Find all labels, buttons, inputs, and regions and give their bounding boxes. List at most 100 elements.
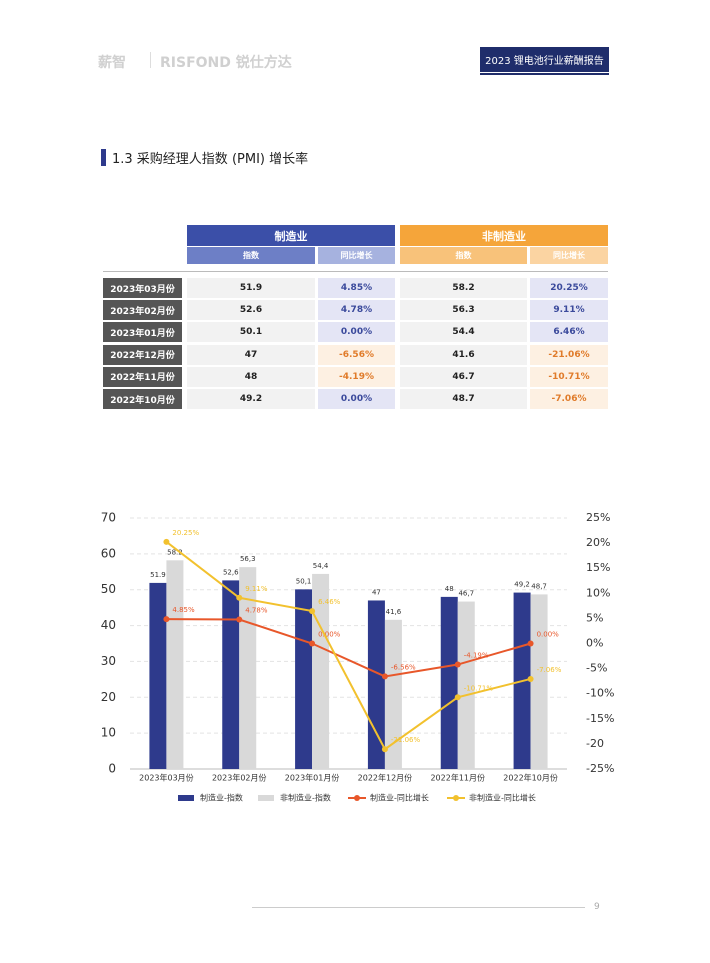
line-point [236,616,243,623]
index-cell: 51.9 [187,278,315,298]
row-label: 2022年12月份 [103,344,182,365]
index-cell: 52.6 [187,300,315,321]
bar-label: 52,6 [223,568,239,576]
line-label: 6.46% [318,598,341,606]
y-tick-label: 70 [101,511,116,525]
growth-cell: 20.25% [530,278,608,298]
x-tick-label: 2022年10月份 [503,773,558,783]
line-point [527,675,534,682]
growth-cell: -7.06% [530,389,608,409]
bar [239,567,257,769]
line-point [527,640,534,647]
line-point [381,746,388,753]
growth-cell: 4.78% [318,300,395,321]
index-cell: 48.7 [400,389,527,409]
growth-cell: -10.71% [530,366,608,387]
sub-header: 指数 [400,247,527,264]
legend-label: 制造业-指数 [200,793,243,803]
bar-label: 51.9 [150,571,166,579]
sub-header: 同比增长 [318,247,395,264]
line-label: 0.00% [318,631,341,639]
x-tick-label: 2023年03月份 [139,773,194,783]
y-tick-label: 60 [101,546,116,560]
growth-cell: 9.11% [530,300,608,321]
line-label: 20.25% [172,529,199,537]
index-cell: 41.6 [400,344,527,365]
chart: 0 10 20 30 40 50 60 70 25% 20% 15% 10% 5% 0% -5% -10% -1… [101,511,615,803]
page-number: 9 [594,902,600,912]
group-header: 制造业 [187,225,395,246]
bar [312,573,330,769]
line-point [163,616,170,623]
bar [530,594,548,769]
growth-cell: -21.06% [530,344,608,365]
index-cell: 47 [187,344,315,365]
bar-label: 56,3 [240,555,256,563]
bar-label: 48 [445,585,454,593]
bar-label: 58.2 [167,548,183,556]
bar [457,601,475,769]
line-label: 0.00% [537,631,560,639]
line-point [381,673,388,680]
y2-tick-label: 10% [586,586,610,599]
line-label: -4.19% [464,652,489,660]
index-cell: 54.4 [400,322,527,343]
index-cell: 50.1 [187,322,315,343]
report-badge: 2023 锂电池行业薪酬报告 [480,47,609,72]
line [165,541,531,751]
bar-label: 46,7 [458,590,474,598]
line-point [454,694,461,701]
line-label: -21.06% [391,736,421,744]
sub-header: 同比增长 [530,247,608,264]
line-label: 9.11% [245,585,268,593]
bar-label: 47 [372,588,381,596]
bar-label: 49,2 [514,581,530,589]
line-point [309,608,316,615]
y2-tick-label: -15% [586,712,614,725]
y-tick-label: 50 [101,582,116,596]
line-label: 4.78% [245,607,268,615]
y2-tick-label: 20% [586,536,610,549]
y2-tick-label: -25% [586,762,614,775]
legend-swatch [178,795,194,801]
divider [150,52,151,68]
y2-tick-label: -5% [586,662,607,675]
x-tick-label: 2022年12月份 [358,773,413,783]
y2-tick-label: -20 [586,737,604,750]
footer-line [252,907,585,908]
y2-tick-label: 25% [586,511,610,524]
legend-label: 制造业-同比增长 [370,793,429,803]
index-cell: 48 [187,366,315,387]
table-rule [103,271,608,272]
line-point [163,538,170,545]
logo: 薪智 [98,55,126,71]
line-point [236,594,243,601]
y2-tick-label: 0% [586,637,603,650]
y-tick-label: 10 [101,726,116,740]
line-point [454,661,461,668]
x-tick-label: 2022年11月份 [430,773,485,783]
index-cell: 56.3 [400,300,527,321]
bar [166,560,184,769]
row-label: 2022年10月份 [103,389,182,409]
growth-cell: -6.56% [318,344,395,365]
bar-label: 41,6 [386,608,402,616]
y2-tick-label: 5% [586,611,603,624]
y-tick-label: 40 [101,618,116,632]
growth-cell: 0.00% [318,322,395,343]
growth-cell: 6.46% [530,322,608,343]
growth-cell: 0.00% [318,389,395,409]
badge-line [480,73,609,75]
legend-swatch [258,795,274,801]
legend-label: 非制造业-同比增长 [469,793,536,803]
legend-swatch [354,795,360,801]
growth-cell: 4.85% [318,278,395,298]
bar-label: 48,7 [531,582,547,590]
bar [440,596,458,769]
row-label: 2023年02月份 [103,300,182,321]
brand: RISFOND 锐仕方达 [160,55,292,71]
group-header: 非制造业 [400,225,608,246]
bar [222,580,240,769]
y-tick-label: 0 [108,762,116,776]
line-point [309,640,316,647]
